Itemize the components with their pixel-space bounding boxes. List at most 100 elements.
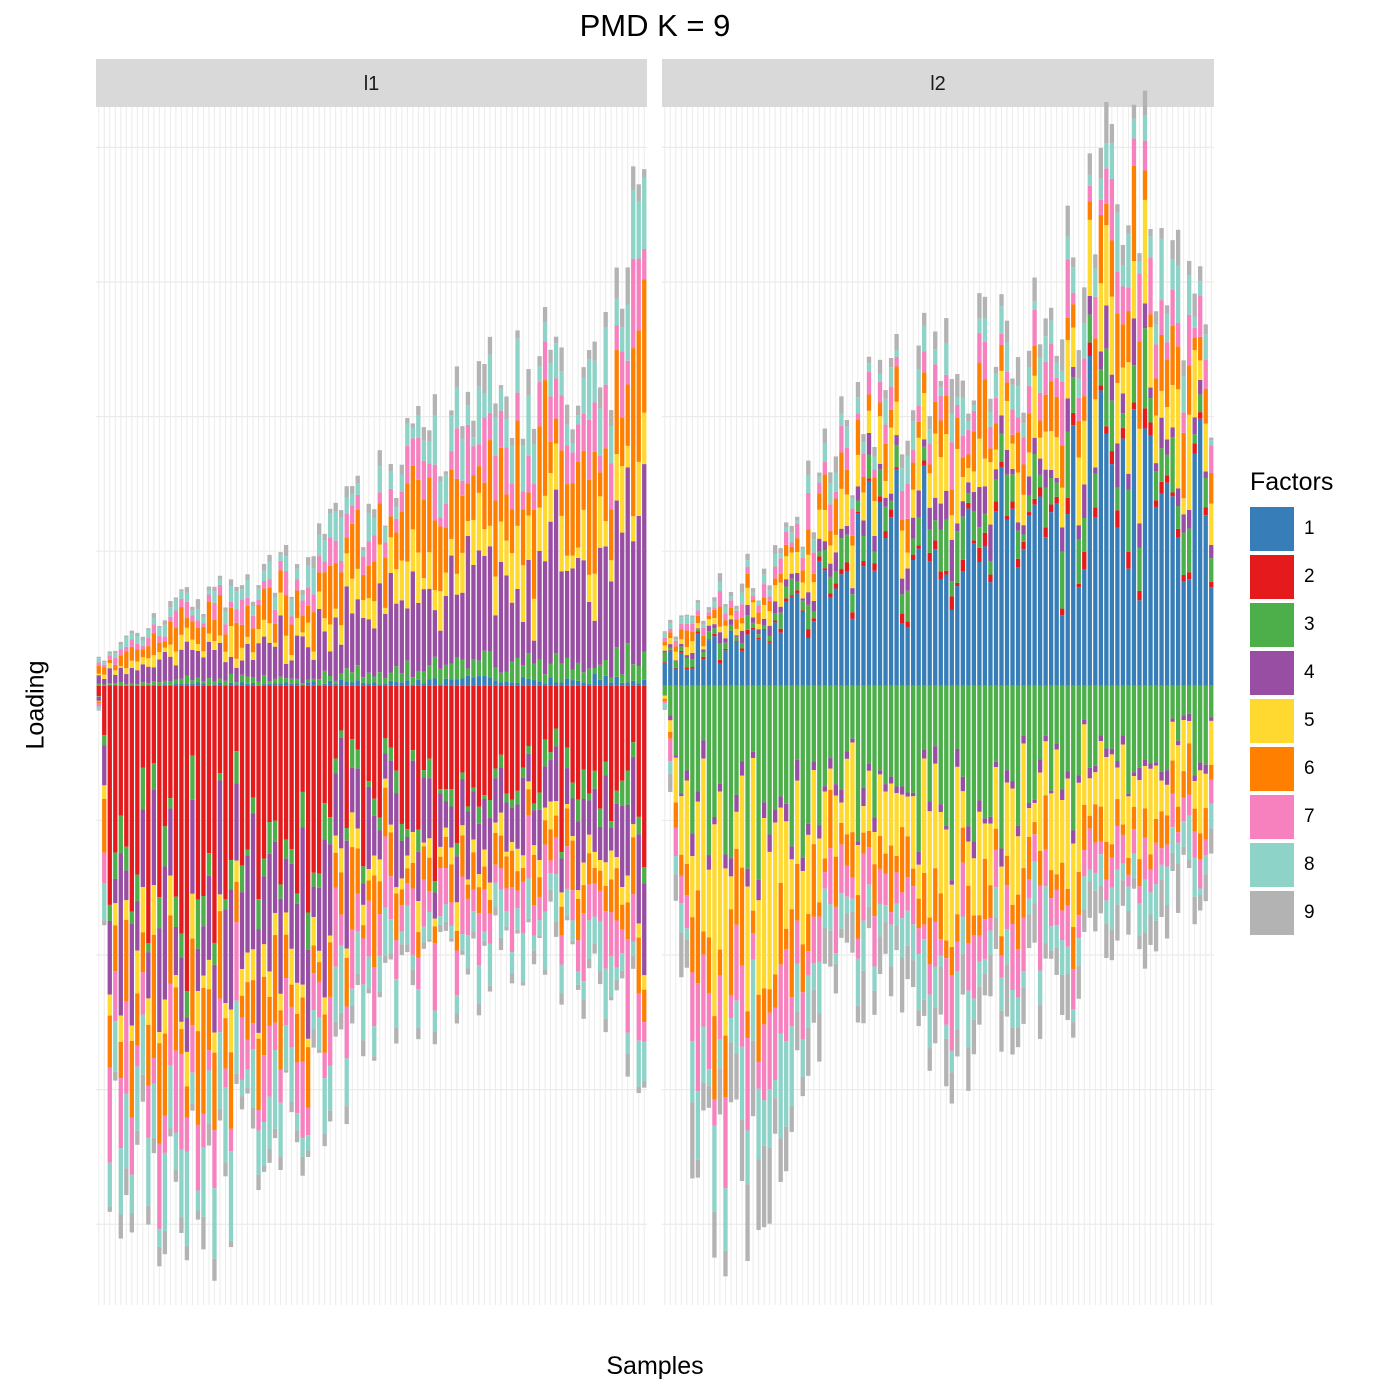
bar-segment-factor-8	[195, 609, 201, 621]
bar-segment-factor-7	[184, 1117, 190, 1152]
bar-segment-factor-5	[1076, 457, 1081, 526]
bar-segment-factor-7	[427, 463, 432, 478]
bar-segment-factor-9	[899, 957, 905, 1013]
bar-segment-factor-9	[493, 403, 498, 418]
bar-segment-factor-8	[695, 603, 701, 611]
bar-segment-factor-1	[201, 683, 206, 686]
bar-segment-factor-6	[482, 866, 487, 890]
bar-segment-factor-7	[438, 868, 443, 917]
bar-segment-factor-4	[1153, 463, 1159, 472]
bar-segment-factor-3	[933, 520, 938, 541]
bar-segment-factor-8	[916, 954, 921, 1011]
bar-segment-factor-2	[993, 501, 999, 512]
bar-segment-factor-9	[333, 1021, 338, 1037]
bar-segment-factor-4	[151, 667, 157, 682]
bar-segment-factor-4	[1137, 523, 1142, 548]
bar-segment-factor-7	[1203, 359, 1208, 389]
bar-segment-factor-4	[328, 844, 333, 936]
bar-segment-factor-6	[586, 853, 592, 885]
bar-segment-factor-7	[855, 413, 861, 420]
bar-segment-factor-4	[427, 588, 432, 666]
bar-segment-factor-9	[850, 495, 855, 499]
bar-segment-factor-6	[526, 789, 531, 816]
bar-segment-factor-1	[482, 676, 487, 686]
bar-segment-factor-5	[1115, 382, 1120, 444]
bar-segment-factor-3	[734, 636, 739, 641]
bar-segment-factor-3	[822, 549, 827, 569]
bar-segment-factor-3	[96, 683, 101, 686]
bar-segment-factor-7	[1192, 831, 1197, 858]
bar-segment-factor-9	[432, 394, 438, 416]
bar-segment-factor-6	[388, 516, 393, 538]
bar-segment-factor-9	[173, 1169, 179, 1182]
bar-segment-factor-7	[1209, 779, 1214, 804]
bar-segment-factor-9	[388, 953, 393, 960]
bar-segment-factor-6	[421, 499, 426, 579]
bar-segment-factor-3	[113, 852, 118, 879]
bar-segment-factor-9	[537, 356, 542, 367]
bar-segment-factor-3	[1049, 685, 1054, 791]
bar-segment-factor-8	[1175, 842, 1181, 865]
bar-segment-factor-8	[955, 971, 960, 1030]
bar-segment-factor-9	[916, 345, 921, 369]
bar-segment-factor-6	[1049, 381, 1054, 432]
bar-segment-factor-7	[443, 503, 449, 529]
bar-segment-factor-4	[526, 559, 531, 654]
bar-segment-factor-7	[872, 469, 877, 478]
bar-segment-factor-4	[999, 415, 1004, 434]
bar-segment-factor-9	[971, 1019, 977, 1055]
bar-segment-factor-9	[339, 1012, 344, 1030]
bar-segment-factor-6	[256, 604, 261, 630]
bar-segment-factor-3	[1076, 685, 1081, 776]
bar-segment-factor-8	[684, 928, 689, 940]
bar-segment-factor-4	[888, 493, 894, 501]
bar-segment-factor-5	[1071, 843, 1076, 928]
bar-segment-factor-6	[642, 989, 647, 1023]
bar-segment-factor-9	[916, 1010, 921, 1027]
bar-segment-factor-7	[179, 598, 184, 608]
bar-segment-factor-5	[944, 829, 949, 941]
bar-segment-factor-8	[614, 298, 619, 326]
bar-segment-factor-7	[135, 1045, 140, 1067]
bar-segment-factor-3	[1164, 454, 1170, 476]
bar-segment-factor-6	[493, 832, 498, 865]
bar-segment-factor-6	[745, 1011, 750, 1038]
bar-segment-factor-8	[559, 371, 564, 396]
bar-segment-factor-6	[1175, 806, 1181, 833]
bar-segment-factor-8	[1049, 926, 1054, 951]
bar-segment-factor-6	[239, 995, 245, 1018]
bar-segment-factor-8	[592, 916, 597, 944]
bar-segment-factor-5	[416, 901, 421, 933]
bar-segment-factor-9	[405, 944, 410, 953]
bar-segment-factor-7	[1175, 323, 1181, 347]
bar-segment-factor-9	[642, 169, 647, 178]
bar-segment-factor-2	[399, 685, 404, 824]
bar-segment-factor-5	[1120, 367, 1126, 394]
bar-segment-factor-8	[1137, 903, 1142, 936]
bar-segment-factor-2	[850, 612, 855, 619]
legend-label: 5	[1304, 710, 1315, 731]
bar-segment-factor-8	[1192, 316, 1197, 328]
bar-segment-factor-2	[454, 685, 460, 843]
bar-segment-factor-6	[460, 495, 465, 553]
bar-segment-factor-5	[960, 476, 965, 502]
bar-segment-factor-2	[1076, 583, 1081, 588]
bar-segment-factor-9	[706, 607, 712, 611]
bar-segment-factor-4	[712, 624, 717, 629]
bar-segment-factor-7	[305, 587, 311, 606]
bar-segment-factor-2	[828, 593, 833, 598]
bar-segment-factor-4	[350, 767, 355, 813]
bar-segment-factor-1	[728, 631, 734, 686]
bar-segment-factor-8	[162, 624, 168, 637]
bar-segment-factor-1	[1153, 506, 1159, 686]
bar-segment-factor-8	[1049, 320, 1054, 344]
bar-segment-factor-7	[1137, 273, 1142, 342]
bar-segment-factor-3	[877, 468, 883, 497]
bar-segment-factor-8	[553, 874, 559, 922]
bar-segment-factor-8	[883, 905, 888, 923]
bar-segment-factor-2	[410, 685, 415, 751]
bar-segment-factor-9	[603, 1018, 608, 1033]
bar-segment-factor-7	[922, 924, 927, 940]
bar-segment-factor-5	[206, 633, 212, 642]
bar-segment-factor-4	[102, 678, 107, 685]
